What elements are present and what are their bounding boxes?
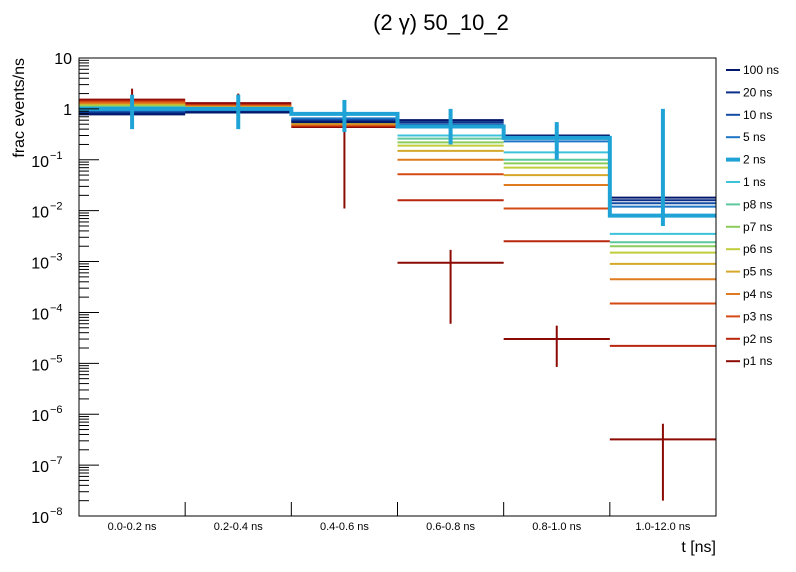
y-tick-label: 10 −5 bbox=[31, 353, 62, 374]
legend-label: 100 ns bbox=[743, 63, 779, 77]
legend-entry: 20 ns bbox=[726, 85, 772, 99]
plot-area bbox=[79, 88, 716, 501]
legend-label: 2 ns bbox=[743, 153, 766, 167]
y-tick-label: 10 −6 bbox=[31, 404, 62, 425]
y-tick-exponent: −5 bbox=[50, 353, 63, 365]
x-tick-label: 0.6-0.8 ns bbox=[426, 521, 475, 533]
legend-label: p6 ns bbox=[743, 242, 772, 256]
y-tick-label: 10 bbox=[54, 51, 72, 68]
x-tick-label: 0.0-0.2 ns bbox=[108, 521, 157, 533]
y-tick-mantissa: 10 bbox=[31, 510, 49, 527]
x-tick-label: 0.8-1.0 ns bbox=[532, 521, 581, 533]
y-axis-label: frac events/ns bbox=[11, 58, 28, 158]
y-tick-label: 10 −8 bbox=[31, 506, 62, 527]
series-p2-ns bbox=[79, 99, 716, 347]
y-tick-mantissa: 10 bbox=[31, 408, 49, 425]
legend-label: p2 ns bbox=[743, 332, 772, 346]
y-tick-exponent: −4 bbox=[50, 302, 63, 314]
y-tick-label: 10 −4 bbox=[31, 302, 62, 323]
y-tick-label: 10 −2 bbox=[31, 201, 62, 222]
y-tick-exponent: −3 bbox=[50, 252, 63, 264]
y-tick-label: 10 −3 bbox=[31, 252, 62, 273]
legend-entry: p5 ns bbox=[726, 265, 772, 279]
legend-entry: 2 ns bbox=[726, 153, 766, 167]
svg-text:1: 1 bbox=[63, 102, 72, 119]
legend-label: p7 ns bbox=[743, 220, 772, 234]
legend-entry: p6 ns bbox=[726, 242, 772, 256]
y-tick-mantissa: 10 bbox=[31, 306, 49, 323]
y-tick-exponent: −1 bbox=[50, 150, 63, 162]
y-tick-label: 10 −7 bbox=[31, 455, 62, 476]
legend-entry: p4 ns bbox=[726, 287, 772, 301]
y-tick-exponent: −2 bbox=[50, 201, 63, 213]
legend-entry: 10 ns bbox=[726, 108, 772, 122]
legend-entry: p3 ns bbox=[726, 309, 772, 323]
legend-label: 5 ns bbox=[743, 130, 766, 144]
legend-label: p5 ns bbox=[743, 265, 772, 279]
y-tick-mantissa: 10 bbox=[31, 205, 49, 222]
legend-entry: p7 ns bbox=[726, 220, 772, 234]
series-2-ns bbox=[79, 94, 716, 226]
svg-text:10: 10 bbox=[54, 51, 72, 68]
y-tick-mantissa: 10 bbox=[31, 256, 49, 273]
y-tick-exponent: −6 bbox=[50, 404, 63, 416]
y-tick-mantissa: 10 bbox=[31, 459, 49, 476]
legend-label: 1 ns bbox=[743, 175, 766, 189]
legend-label: 20 ns bbox=[743, 85, 772, 99]
legend-label: p3 ns bbox=[743, 309, 772, 323]
legend-label: 10 ns bbox=[743, 108, 772, 122]
legend-label: p4 ns bbox=[743, 287, 772, 301]
x-tick-label: 1.0-12.0 ns bbox=[635, 521, 691, 533]
y-tick-label: 10 −1 bbox=[31, 150, 62, 171]
x-axis-label: t [ns] bbox=[681, 539, 716, 556]
y-tick-label: 1 bbox=[63, 102, 72, 119]
legend: 100 ns 20 ns 10 ns 5 ns 2 ns 1 ns p8 ns p7 ns p6… bbox=[726, 63, 779, 368]
y-tick-exponent: −7 bbox=[50, 455, 63, 467]
y-tick-exponent: −8 bbox=[50, 506, 63, 518]
legend-entry: p8 ns bbox=[726, 197, 772, 211]
legend-entry: p2 ns bbox=[726, 332, 772, 346]
legend-entry: 100 ns bbox=[726, 63, 779, 77]
legend-entry: p1 ns bbox=[726, 354, 772, 368]
legend-label: p8 ns bbox=[743, 197, 772, 211]
legend-entry: 1 ns bbox=[726, 175, 766, 189]
y-tick-mantissa: 10 bbox=[31, 154, 49, 171]
y-tick-mantissa: 10 bbox=[31, 357, 49, 374]
chart-title: (2 γ) 50_10_2 bbox=[373, 10, 509, 35]
legend-label: p1 ns bbox=[743, 354, 772, 368]
x-tick-label: 0.4-0.6 ns bbox=[320, 521, 369, 533]
x-axis: 0.0-0.2 ns 0.2-0.4 ns 0.4-0.6 ns 0.6-0.8 ns… bbox=[78, 502, 717, 533]
step-line bbox=[79, 106, 716, 218]
legend-entry: 5 ns bbox=[726, 130, 766, 144]
series-p5-ns bbox=[79, 103, 716, 265]
x-tick-label: 0.2-0.4 ns bbox=[214, 521, 263, 533]
